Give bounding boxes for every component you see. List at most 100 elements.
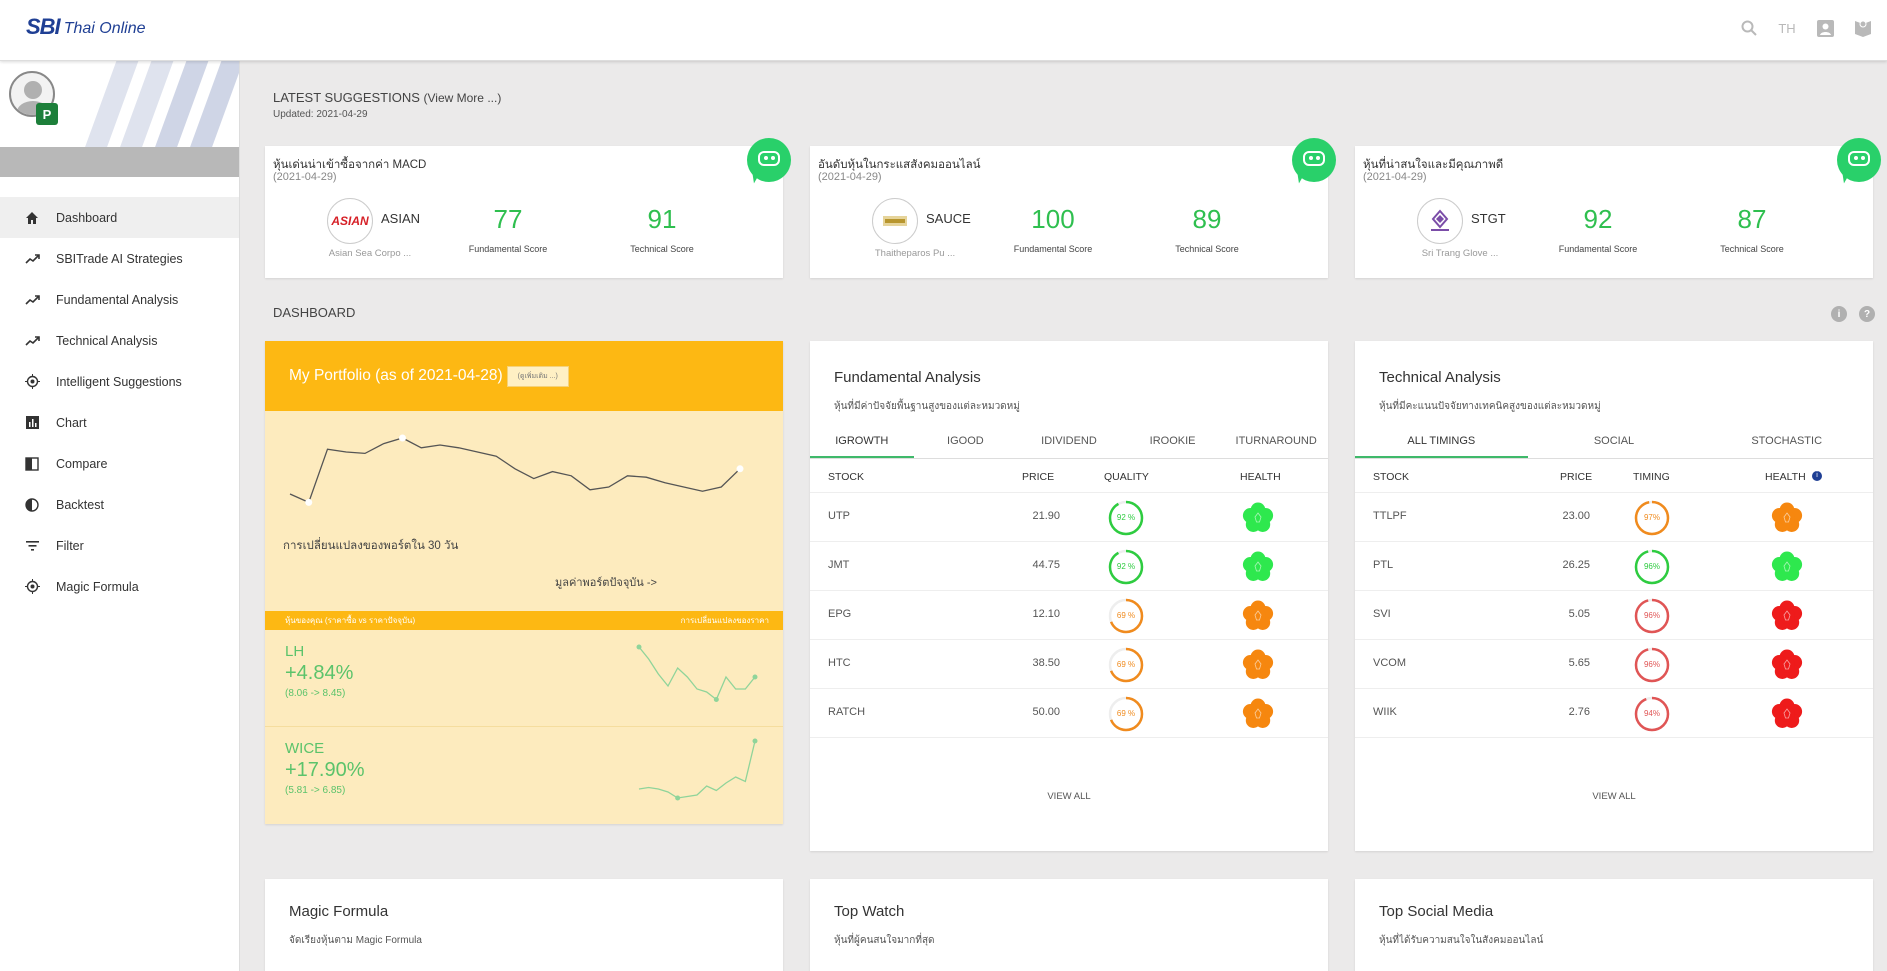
view-more-link[interactable]: (View More ...): [423, 91, 502, 105]
suggestion-card-macd[interactable]: หุ้นเด่นน่าเข้าซื้อจากค่า MACD (2021-04-…: [265, 138, 791, 278]
tab-idividend[interactable]: IDIVIDEND: [1041, 435, 1097, 447]
sidebar-item-dashboard[interactable]: Dashboard: [0, 197, 239, 238]
sparkline-point: [752, 674, 758, 680]
language-toggle[interactable]: TH: [1778, 20, 1796, 36]
col-stock[interactable]: STOCK: [1373, 471, 1409, 483]
tab-irookie[interactable]: IROOKIE: [1149, 435, 1196, 447]
stock-symbol[interactable]: STGT: [1471, 211, 1506, 226]
table-row[interactable]: SVI 5.05 96%: [1355, 591, 1873, 640]
stock-symbol[interactable]: HTC: [828, 657, 851, 669]
stock-price: 21.90: [1032, 510, 1060, 522]
table-row[interactable]: UTP 21.90 92 %: [810, 493, 1328, 542]
technical-analysis-card: Technical Analysis หุ้นที่มีคะแนนปัจจัยท…: [1355, 341, 1873, 851]
table-row[interactable]: PTL 26.25 96%: [1355, 542, 1873, 591]
stock-symbol[interactable]: PTL: [1373, 559, 1394, 571]
score-percent: 92 %: [1116, 562, 1136, 571]
col-health[interactable]: HEALTH: [1240, 471, 1281, 483]
table-row[interactable]: EPG 12.10 69 %: [810, 591, 1328, 640]
robot-icon: [747, 138, 791, 184]
stock-symbol[interactable]: ASIAN: [381, 211, 421, 226]
sidebar-item-filter[interactable]: Filter: [0, 525, 239, 566]
sidebar-item-label: Fundamental Analysis: [56, 292, 179, 307]
score-ring: 96%: [1634, 549, 1670, 585]
suggestion-card-social[interactable]: อันดับหุ้นในกระแสสังคมออนไลน์ (2021-04-2…: [810, 138, 1336, 278]
table-row[interactable]: RATCH 50.00 69 %: [810, 689, 1328, 738]
fundamental-view-all[interactable]: VIEW ALL: [1047, 791, 1091, 802]
stock-symbol[interactable]: UTP: [828, 510, 850, 522]
col-price[interactable]: PRICE: [1560, 471, 1593, 483]
table-row[interactable]: WIIK 2.76 94%: [1355, 689, 1873, 738]
fundamental-score-label: Fundamental Score: [468, 244, 548, 254]
dashboard-title: DASHBOARD: [273, 305, 356, 320]
table-row[interactable]: TTLPF 23.00 97%: [1355, 493, 1873, 542]
sidebar-banner: P: [0, 61, 239, 147]
stock-symbol[interactable]: TTLPF: [1373, 510, 1407, 522]
magic-formula-subtitle: จัดเรียงหุ้นตาม Magic Formula: [289, 935, 422, 946]
info-icon[interactable]: i: [1831, 306, 1847, 322]
table-row[interactable]: JMT 44.75 92 %: [810, 542, 1328, 591]
portfolio-more-button[interactable]: (ดูเพิ่มเติม ...): [506, 365, 569, 387]
dashboard-icons: i ?: [1831, 306, 1875, 322]
profile-icon[interactable]: [1815, 18, 1835, 38]
stock-symbol[interactable]: SVI: [1373, 608, 1391, 620]
health-info-icon[interactable]: i: [1812, 471, 1822, 481]
score-ring: 69 %: [1108, 598, 1144, 634]
sidebar: P Dashboard SBITrade AI Strategies Funda…: [0, 61, 240, 971]
score-percent: 69 %: [1116, 709, 1136, 718]
sparkline-point: [675, 795, 681, 801]
table-row[interactable]: VCOM 5.65 96%: [1355, 640, 1873, 689]
tab-all-timings[interactable]: ALL TIMINGS: [1355, 423, 1528, 458]
logo-online-text: Thai Online: [63, 20, 146, 37]
sidebar-item-chart[interactable]: Chart: [0, 402, 239, 443]
holding-symbol: LH: [285, 643, 305, 660]
suggestion-card-quality[interactable]: หุ้นที่น่าสนใจและมีคุณภาพดี (2021-04-29)…: [1355, 138, 1881, 278]
tab-iturnaround[interactable]: ITURNAROUND: [1235, 435, 1317, 447]
col-price[interactable]: PRICE: [1022, 471, 1055, 483]
technical-view-all[interactable]: VIEW ALL: [1592, 791, 1636, 802]
portfolio-value-link[interactable]: มูลค่าพอร์ตปัจจุบัน ->: [555, 577, 657, 589]
sbi-logo[interactable]: SBI Thai Online: [26, 14, 146, 40]
score-ring: 96%: [1634, 598, 1670, 634]
sidebar-item-fundamental[interactable]: Fundamental Analysis: [0, 279, 239, 320]
col-stock[interactable]: STOCK: [828, 471, 864, 483]
sidebar-item-label: Chart: [56, 415, 87, 430]
stock-symbol[interactable]: JMT: [828, 559, 850, 571]
tab-stochastic[interactable]: STOCHASTIC: [1751, 435, 1823, 447]
fundamental-analysis-card: Fundamental Analysis หุ้นที่มีค่าปัจจัยพ…: [810, 341, 1328, 851]
stock-symbol[interactable]: EPG: [828, 608, 852, 620]
col-quality[interactable]: QUALITY: [1104, 471, 1149, 483]
stock-price: 2.76: [1568, 706, 1590, 718]
stock-logo-asian: ASIAN: [327, 198, 373, 244]
stock-symbol[interactable]: RATCH: [828, 706, 866, 718]
tab-igood[interactable]: IGOOD: [947, 435, 984, 447]
sidebar-item-ai-strategies[interactable]: SBITrade AI Strategies: [0, 238, 239, 279]
search-icon[interactable]: [1739, 18, 1759, 38]
trend-icon: [24, 333, 40, 349]
stock-symbol[interactable]: VCOM: [1373, 657, 1406, 669]
help-icon[interactable]: ?: [1859, 306, 1875, 322]
score-ring: 97%: [1634, 500, 1670, 536]
sidebar-item-backtest[interactable]: Backtest: [0, 484, 239, 525]
compare-icon: [24, 456, 40, 472]
holding-row[interactable]: WICE +17.90% (5.81 -> 6.85): [265, 727, 783, 824]
technical-tabs: ALL TIMINGS SOCIAL STOCHASTIC: [1355, 423, 1873, 459]
tab-social[interactable]: SOCIAL: [1593, 435, 1635, 447]
health-flower-icon: [1771, 502, 1803, 534]
sidebar-item-compare[interactable]: Compare: [0, 443, 239, 484]
health-flower-icon: [1242, 502, 1274, 534]
holding-row[interactable]: LH +4.84% (8.06 -> 8.45): [265, 630, 783, 727]
tab-igrowth[interactable]: IGROWTH: [810, 423, 914, 458]
trend-point: [305, 498, 313, 506]
col-health[interactable]: HEALTH: [1765, 471, 1806, 483]
score-percent: 94%: [1643, 709, 1660, 718]
sidebar-item-intelligent-suggestions[interactable]: Intelligent Suggestions: [0, 361, 239, 402]
sidebar-item-magic-formula[interactable]: Magic Formula: [0, 566, 239, 607]
sparkline-path: [638, 740, 756, 799]
table-row[interactable]: HTC 38.50 69 %: [810, 640, 1328, 689]
col-timing[interactable]: TIMING: [1633, 471, 1670, 483]
stock-symbol[interactable]: SAUCE: [926, 211, 971, 226]
stock-symbol[interactable]: WIIK: [1373, 706, 1397, 718]
sidebar-item-technical[interactable]: Technical Analysis: [0, 320, 239, 361]
top-social-subtitle: หุ้นที่ได้รับความสนใจในสังคมออนไลน์: [1379, 935, 1544, 946]
book-icon[interactable]: [1853, 18, 1873, 38]
